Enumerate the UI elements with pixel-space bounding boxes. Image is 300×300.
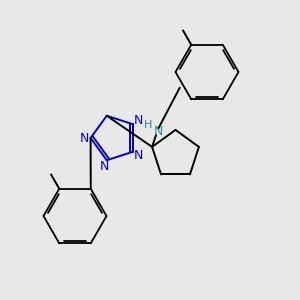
Text: N: N: [134, 114, 143, 127]
Text: N: N: [79, 131, 89, 145]
Text: N: N: [154, 125, 163, 138]
Text: H: H: [144, 120, 152, 130]
Text: N: N: [100, 160, 110, 173]
Text: N: N: [134, 149, 143, 162]
